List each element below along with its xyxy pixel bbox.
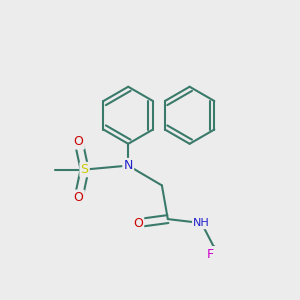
Text: NH: NH — [193, 218, 210, 228]
Text: N: N — [124, 159, 133, 172]
Text: S: S — [81, 163, 88, 176]
Text: F: F — [207, 248, 214, 261]
Text: O: O — [133, 217, 143, 230]
Text: O: O — [74, 135, 84, 148]
Text: O: O — [74, 191, 84, 204]
